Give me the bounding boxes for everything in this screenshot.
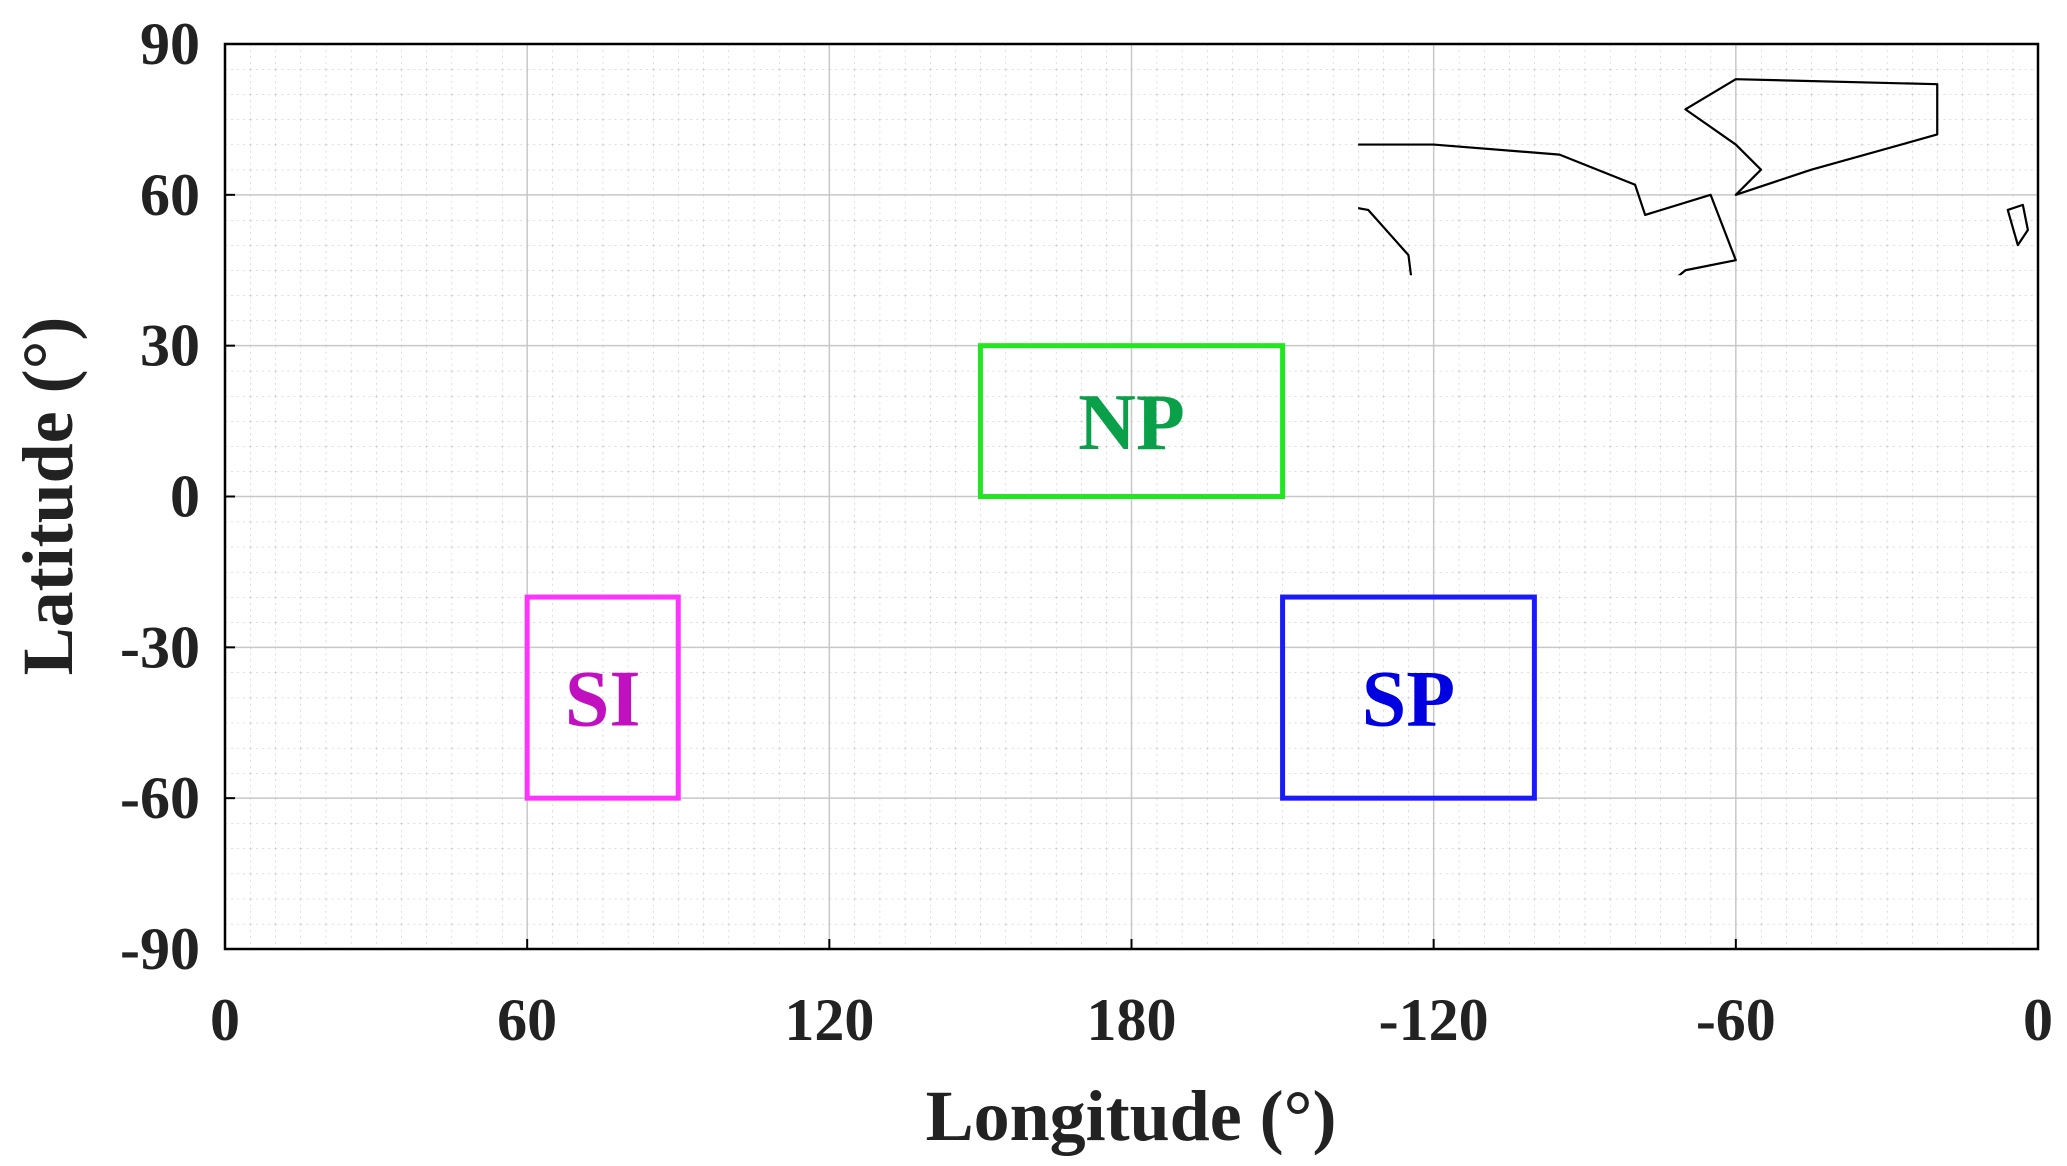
region-box [524,594,681,801]
x-tick-label: 60 [497,987,557,1053]
y-axis-title: Latitude (°) [8,317,88,676]
region-label: NP [1078,379,1185,467]
x-tick-label: 0 [210,987,240,1053]
x-tick-label: -120 [1379,987,1489,1053]
region-box [977,343,1286,499]
x-tick-label: 120 [784,987,874,1053]
region-label: SP [1362,656,1455,744]
x-tick-label: -60 [1696,987,1776,1053]
coastlines [225,79,2038,889]
y-tick-label: 0 [170,464,200,530]
regions: NP SI SP [524,343,1537,801]
region-label: SI [565,656,641,744]
x-axis-title: Longitude (°) [926,1076,1337,1156]
y-tick-label: -60 [120,765,200,831]
y-tick-label: 30 [140,313,200,379]
x-tick-label: 180 [1087,987,1177,1053]
y-tick-label: 60 [140,162,200,228]
y-tick-label: -90 [120,916,200,982]
x-tick-label: 0 [2023,987,2053,1053]
y-tick-label: 90 [140,11,200,77]
y-tick-label: -30 [120,614,200,680]
region-box [1280,594,1537,801]
